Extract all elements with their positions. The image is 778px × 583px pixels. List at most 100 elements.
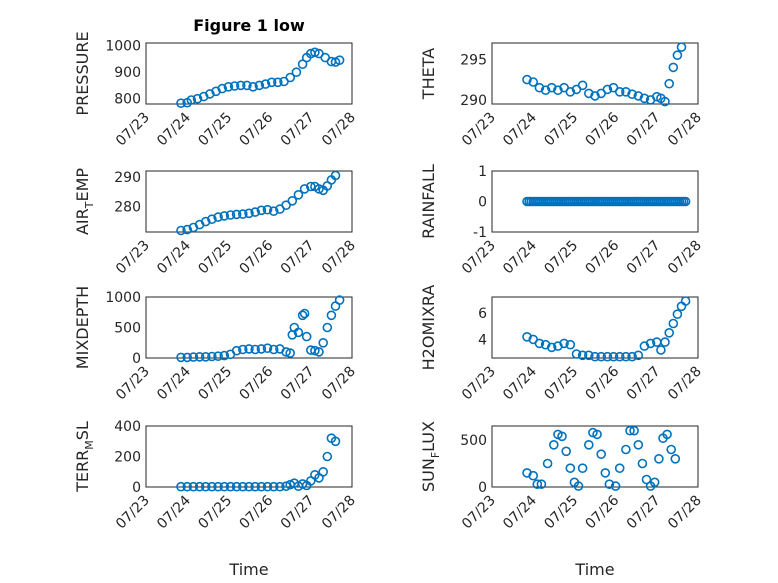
- data-point: [299, 184, 310, 194]
- x-tick-label: 07/26: [583, 492, 623, 532]
- data-point: [604, 479, 615, 490]
- panel-air_temp: 07/23 07/24 07/25 07/26 07/27 07/28 280 290 AIRT…: [73, 168, 359, 278]
- data-point: [238, 209, 248, 219]
- x-tick-label: 07/23: [113, 364, 153, 404]
- data-point: [668, 318, 679, 329]
- data-point: [536, 479, 547, 490]
- x-tick-label: 07/25: [195, 493, 235, 533]
- data-point: [629, 425, 639, 436]
- data-point: [322, 322, 333, 333]
- data-point: [176, 352, 186, 363]
- y-tick-label: 6: [478, 306, 487, 322]
- data-point: [596, 449, 607, 460]
- y-tick-label: 500: [460, 433, 487, 449]
- data-point: [571, 349, 582, 359]
- data-point: [621, 87, 631, 97]
- data-point: [194, 351, 205, 362]
- data-point: [614, 87, 625, 97]
- data-point: [219, 350, 230, 361]
- data-point: [186, 95, 197, 105]
- y-tick-label: 400: [114, 419, 141, 435]
- panel-sun_flux: 07/23 07/24 07/25 07/26 07/27 07/28 0 500 SUNFLU…: [419, 421, 705, 579]
- data-point: [602, 351, 613, 362]
- data-point: [633, 439, 644, 450]
- y-axis-label: PRESSURE: [73, 31, 92, 115]
- data-point: [546, 342, 557, 353]
- data-point: [318, 466, 329, 477]
- data-point: [534, 82, 545, 93]
- data-point: [266, 77, 277, 88]
- data-point: [254, 80, 265, 91]
- data-point: [610, 481, 621, 491]
- data-point: [668, 62, 679, 73]
- data-point: [672, 309, 683, 320]
- x-tick-label: 07/25: [541, 110, 581, 150]
- y-tick-label: 290: [460, 93, 487, 109]
- data-point: [670, 453, 681, 464]
- data-point: [256, 205, 267, 216]
- data-point: [565, 339, 576, 350]
- data-point: [534, 338, 545, 349]
- x-tick-label: 07/28: [319, 238, 359, 278]
- data-point: [656, 345, 666, 355]
- x-tick-label: 07/25: [541, 493, 581, 533]
- y-tick-label: 4: [478, 332, 487, 348]
- data-point: [275, 481, 285, 492]
- data-point: [660, 96, 670, 107]
- y-tick-label: 0: [132, 480, 141, 496]
- data-point: [225, 481, 236, 492]
- data-point: [627, 89, 637, 99]
- data-point: [654, 453, 664, 464]
- data-point: [553, 85, 563, 95]
- data-point: [546, 82, 557, 93]
- x-tick-label: 07/27: [278, 110, 318, 150]
- data-point: [291, 67, 302, 77]
- data-point: [573, 481, 584, 491]
- data-point: [207, 214, 217, 224]
- data-point: [621, 444, 631, 455]
- data-point: [561, 446, 572, 457]
- data-point: [608, 351, 619, 362]
- axes-frame: [491, 42, 699, 105]
- y-tick-label: 200: [114, 450, 141, 466]
- x-tick-label: 07/26: [583, 237, 623, 277]
- panel-h2omixra: 07/23 07/24 07/25 07/26 07/27 07/28 4 6 H2OMIXRA: [419, 285, 705, 404]
- y-tick-label: 0: [478, 480, 487, 496]
- x-tick-label: 07/23: [113, 238, 153, 278]
- data-point: [285, 348, 296, 358]
- data-point: [244, 344, 254, 354]
- panel-pressure: 07/23 07/24 07/25 07/26 07/27 07/28 800 900 1000…: [73, 16, 359, 149]
- data-point: [182, 352, 192, 363]
- x-tick-label: 07/24: [500, 109, 540, 149]
- x-tick-label: 07/28: [319, 364, 359, 404]
- y-axis-label: TERRMSL: [73, 421, 96, 493]
- data-point: [641, 474, 652, 485]
- data-point: [565, 87, 576, 97]
- panel-rainfall: 07/23 07/24 07/25 07/26 07/27 07/28 -1 0 1 RAINFA…: [419, 164, 705, 277]
- data-point: [192, 93, 203, 104]
- data-point: [334, 55, 345, 66]
- y-axis-label: H2OMIXRA: [419, 285, 438, 371]
- data-point: [205, 89, 215, 99]
- data-point: [225, 210, 236, 220]
- data-point: [559, 338, 569, 349]
- data-point: [287, 196, 298, 206]
- data-point: [664, 78, 675, 89]
- data-point: [310, 47, 320, 58]
- y-tick-label: 0: [478, 195, 487, 211]
- x-tick-label: 07/23: [459, 493, 499, 533]
- axes-frame: [145, 425, 353, 488]
- x-tick-label: 07/24: [500, 492, 540, 532]
- data-point: [256, 481, 267, 492]
- data-point: [299, 308, 310, 319]
- data-point: [244, 208, 254, 219]
- x-tick-label: 07/23: [113, 110, 153, 150]
- data-point: [557, 431, 567, 442]
- data-point: [281, 481, 291, 492]
- data-point: [244, 481, 254, 492]
- data-point: [602, 84, 613, 95]
- y-axis-label: MIXDEPTH: [73, 286, 92, 369]
- data-point: [600, 468, 611, 478]
- x-tick-label: 07/25: [541, 238, 581, 278]
- y-tick-label: -1: [473, 225, 487, 241]
